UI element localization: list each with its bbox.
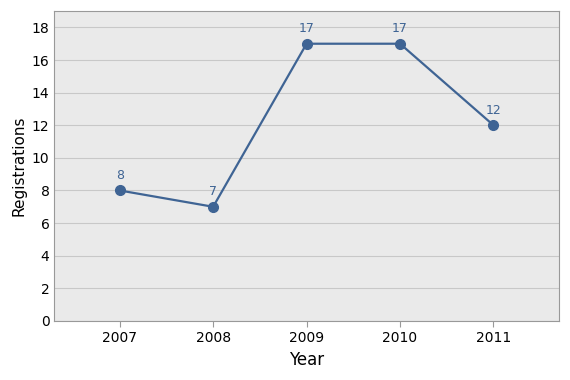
Text: 7: 7 (209, 185, 217, 198)
Text: 17: 17 (392, 22, 408, 35)
Y-axis label: Registrations: Registrations (11, 116, 26, 216)
X-axis label: Year: Year (289, 351, 324, 369)
Text: 17: 17 (299, 22, 315, 35)
Text: 8: 8 (116, 169, 124, 182)
Text: 12: 12 (486, 104, 502, 117)
